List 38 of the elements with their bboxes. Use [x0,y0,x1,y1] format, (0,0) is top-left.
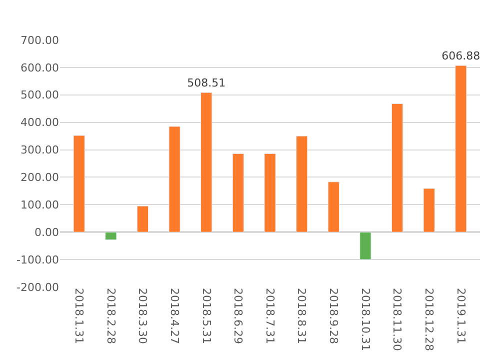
x-tick-label: 2018.6.29 [232,288,245,344]
x-tick-label: 2018.12.28 [422,288,436,351]
y-tick-label: -200.00 [16,280,59,294]
bar [136,206,149,232]
y-tick-label: 100.00 [20,198,59,212]
bar [73,135,85,232]
x-tick-label: 2018.7.31 [263,288,276,344]
y-tick-label: 600.00 [20,61,59,74]
x-tick-label: 2018.8.31 [295,288,308,344]
y-tick-label: 400.00 [20,116,59,130]
y-tick-label: 700.00 [20,34,59,47]
bar [168,126,180,232]
data-label: 606.88 [442,50,480,63]
bar [264,153,276,232]
x-tick-label: 2018.2.28 [104,288,118,344]
bar [105,232,117,240]
x-tick-label: 2018.11.30 [390,288,404,351]
bar [232,153,244,232]
x-tick-label: 2019.1.31 [454,288,468,344]
y-tick-label: 0.00 [34,226,59,239]
x-tick-label: 2018.9.28 [327,288,340,344]
x-tick-label: 2018.1.31 [72,288,86,344]
bar [455,65,467,232]
x-tick-label: 2018.3.30 [136,288,150,344]
bar [391,103,404,232]
y-tick-label: -100.00 [16,253,59,266]
data-label: 508.51 [187,76,226,90]
y-tick-label: 500.00 [20,88,59,102]
y-tick-label: 300.00 [20,144,59,157]
bar [200,92,212,232]
bar [296,136,308,232]
x-tick-label: 2018.4.27 [168,288,181,344]
y-tick-label: 200.00 [20,171,59,184]
bar [423,188,435,232]
bar [360,232,372,260]
bar [328,182,340,232]
x-tick-label: 2018.5.31 [200,288,213,344]
x-tick-label: 2018.10.31 [358,288,372,351]
